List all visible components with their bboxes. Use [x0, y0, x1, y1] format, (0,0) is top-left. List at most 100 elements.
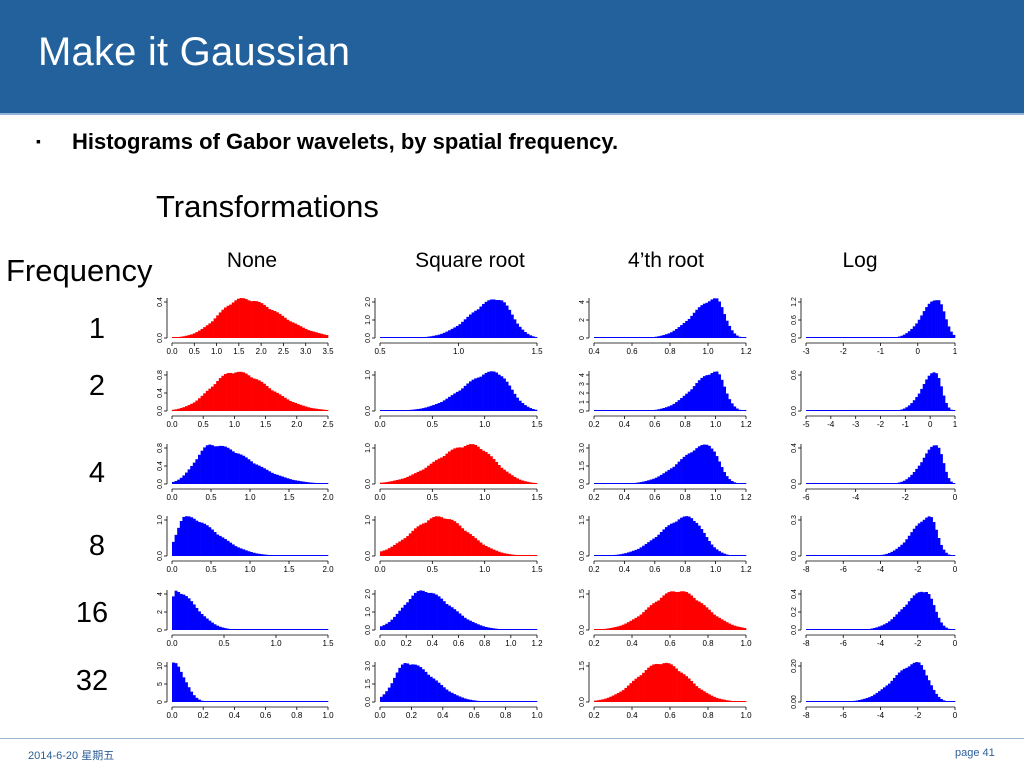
- histogram-bar: [411, 337, 415, 338]
- histogram-bar: [432, 461, 436, 484]
- histogram-bar: [476, 309, 480, 338]
- histogram-bar: [743, 337, 747, 338]
- histogram-bar: [320, 701, 324, 702]
- histogram-bar: [629, 620, 633, 630]
- histogram-bar: [692, 520, 696, 556]
- histogram-bar: [875, 555, 879, 556]
- histogram-bar: [910, 598, 914, 630]
- histogram-bar: [187, 687, 191, 702]
- histogram-bar: [419, 524, 423, 556]
- histogram-bar: [932, 605, 936, 630]
- histogram-bar: [818, 337, 822, 338]
- histogram-bar: [659, 532, 663, 556]
- x-tick-label: 0.2: [588, 639, 600, 648]
- histogram-bar: [825, 629, 829, 630]
- histogram-bar: [395, 543, 399, 556]
- histogram-bar: [845, 555, 849, 556]
- histogram-bar: [448, 330, 451, 338]
- histogram-bar: [687, 318, 691, 338]
- histogram-bar: [611, 555, 615, 556]
- histogram-bar: [315, 332, 318, 338]
- histogram-bar: [937, 300, 941, 338]
- histogram-bar: [733, 482, 737, 484]
- x-tick-label: 0.6: [469, 711, 481, 720]
- histogram-bar: [868, 410, 871, 411]
- y-tick-label: 0: [579, 336, 586, 340]
- histogram-bar: [408, 599, 412, 630]
- histogram-bar: [649, 665, 653, 702]
- histogram-bar: [387, 337, 391, 338]
- histogram-bar: [702, 691, 706, 702]
- histogram-bar: [626, 337, 630, 338]
- histogram-bar: [718, 461, 721, 484]
- histogram-bar: [685, 393, 689, 411]
- x-tick-label: 1.5: [283, 565, 295, 574]
- histogram-bar: [882, 483, 886, 484]
- histogram-bar: [497, 465, 501, 484]
- histogram-bar: [952, 701, 956, 702]
- histogram-bar: [398, 541, 402, 556]
- histogram-bar: [385, 549, 389, 556]
- histogram-bar: [940, 454, 943, 484]
- y-tick-label: 2.0: [365, 297, 372, 307]
- histogram-bar: [455, 325, 459, 338]
- histogram-bar: [626, 685, 630, 702]
- histogram-bar: [385, 691, 389, 702]
- histogram-bar: [187, 405, 191, 411]
- histogram-bar: [664, 662, 668, 702]
- histogram-bar: [848, 337, 851, 338]
- histogram-bar: [632, 410, 635, 411]
- histogram-bar: [237, 453, 240, 484]
- histogram-r8-c2: 0.0 0.5 1.0 1.50.01.0: [365, 515, 543, 574]
- histogram-bar: [662, 595, 666, 630]
- histogram-bar: [495, 628, 499, 630]
- histogram-bar: [626, 552, 630, 556]
- histogram-bar: [416, 409, 420, 411]
- histogram-bar: [320, 555, 324, 556]
- histogram-bar: [902, 668, 906, 702]
- histogram-bar: [408, 409, 412, 411]
- histogram-bar: [213, 532, 217, 556]
- histogram-bar: [659, 474, 663, 484]
- histogram-bar: [211, 622, 214, 630]
- histogram-bar: [502, 378, 506, 411]
- histogram-bar: [606, 337, 610, 338]
- histogram-bar: [289, 555, 292, 556]
- histogram-r32-c3: 0.2 0.4 0.6 0.8 1.00.01.5: [579, 661, 752, 720]
- y-tick-label: 0.0: [791, 406, 798, 416]
- histogram-bar: [626, 410, 630, 411]
- row-label-16: 16: [75, 597, 109, 629]
- histogram-bar: [237, 701, 240, 702]
- histogram-bar: [453, 393, 457, 411]
- histogram-bar: [455, 523, 459, 556]
- histogram-bar: [940, 304, 943, 338]
- histogram-bar: [818, 629, 822, 630]
- histogram-bar: [302, 701, 305, 702]
- x-tick-label: -8: [802, 711, 810, 720]
- histogram-bar: [708, 301, 711, 338]
- x-tick-label: 3.0: [300, 347, 312, 356]
- histogram-bar: [466, 532, 470, 556]
- histogram-bar: [925, 675, 928, 702]
- histogram-bar: [182, 475, 186, 484]
- histogram-bar: [489, 701, 493, 702]
- x-tick-label: 0.8: [479, 639, 491, 648]
- histogram-bar: [644, 543, 648, 556]
- histogram-bar: [309, 330, 313, 338]
- histogram-bar: [283, 477, 287, 484]
- histogram-bar: [312, 701, 316, 702]
- histogram-bar: [695, 600, 699, 630]
- histogram-bar: [947, 478, 951, 484]
- histogram-bar: [198, 611, 201, 630]
- histogram-bar: [632, 337, 635, 338]
- histogram-bar: [487, 371, 491, 411]
- histogram-bar: [850, 410, 854, 411]
- histogram-bar: [492, 628, 496, 630]
- histogram-bar: [289, 400, 292, 411]
- histogram-bar: [403, 663, 407, 702]
- histogram-bar: [743, 628, 747, 630]
- histogram-bar: [479, 701, 483, 702]
- histogram-bar: [738, 626, 742, 630]
- histogram-bar: [654, 336, 658, 338]
- histogram-bar: [629, 683, 633, 702]
